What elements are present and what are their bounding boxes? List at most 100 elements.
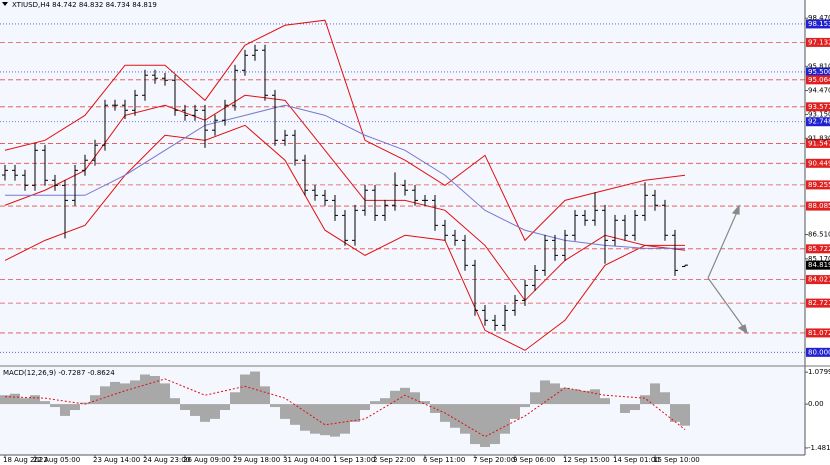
y-tick-label: 93.150 [808, 110, 830, 118]
level-label-box [806, 244, 830, 254]
histogram-bar [450, 404, 460, 428]
histogram-bar [510, 404, 520, 419]
level-label-box [806, 201, 830, 211]
histogram-bar [130, 380, 140, 405]
y-tick-label: 94.470 [808, 87, 830, 95]
level-label: 97.132 [808, 38, 830, 46]
level-label: 98.153 [808, 20, 830, 28]
histogram-bar [400, 387, 410, 405]
x-tick-label: 14 Sep 01:00 [613, 456, 660, 464]
level-label-box [806, 75, 830, 85]
histogram-bar [40, 401, 50, 405]
histogram-bar [10, 393, 20, 405]
x-tick-label: 1 Sep 13:00 [333, 456, 375, 464]
histogram-bar [630, 404, 640, 411]
histogram-bar [170, 398, 180, 405]
histogram-bar [80, 402, 90, 405]
histogram-bar [330, 404, 340, 437]
x-tick-label: 18 Aug 2022 [3, 456, 48, 464]
arrow-up [707, 211, 738, 279]
histogram-bar [280, 404, 290, 419]
chart-title: XTIUSD,H4 84.742 84.832 84.734 84.819 [12, 1, 157, 9]
arrow-head [737, 324, 748, 335]
histogram-bar [20, 398, 30, 405]
histogram-bar [30, 395, 40, 405]
histogram-bar [460, 404, 470, 434]
x-tick-label: 24 Aug 23:00 [143, 456, 190, 464]
histogram-bar [650, 383, 660, 405]
histogram-bar [640, 395, 650, 405]
histogram-bar [370, 401, 380, 405]
histogram-bar [150, 375, 160, 405]
indicator-label: MACD(12,26,9) -0.7287 -0.8624 [3, 369, 115, 377]
histogram-bar [600, 398, 610, 405]
histogram-bar [260, 386, 270, 405]
histogram-bar [480, 404, 490, 448]
indicator-line [5, 104, 685, 249]
y-tick-label: 0.00 [808, 400, 824, 408]
histogram-bar [140, 374, 150, 405]
level-label: 92.748 [808, 118, 830, 126]
current-price-label: 84.819 [808, 261, 830, 269]
arrow-head [731, 204, 740, 215]
histogram-bar [540, 380, 550, 405]
histogram-bar [240, 374, 250, 405]
level-label-box [806, 19, 830, 29]
level-label: 84.021 [808, 276, 830, 284]
x-tick-label: 9 Sep 06:00 [513, 456, 555, 464]
level-label-box [806, 117, 830, 127]
level-label-box [806, 328, 830, 338]
histogram-bar [620, 404, 630, 413]
histogram-bar [100, 386, 110, 405]
level-label-box [806, 158, 830, 168]
histogram-bar [530, 392, 540, 405]
y-tick-label: 95.810 [808, 62, 830, 70]
level-label-box [806, 67, 830, 77]
histogram-bar [50, 404, 60, 408]
x-tick-label: 31 Aug 04:00 [283, 456, 330, 464]
histogram-bar [430, 404, 440, 413]
histogram-bar [350, 404, 360, 422]
histogram-bar [300, 404, 310, 431]
level-label-box [806, 102, 830, 112]
x-tick-label: 2 Sep 22:00 [373, 456, 415, 464]
level-label: 91.547 [808, 139, 830, 147]
arrow-down [707, 277, 745, 329]
level-label: 95.500 [808, 68, 830, 76]
x-tick-label: 22 Aug 05:00 [33, 456, 80, 464]
histogram-bar [210, 404, 220, 419]
x-tick-label: 7 Sep 20:00 [473, 456, 515, 464]
histogram-bar [90, 395, 100, 405]
indicator-line [4, 19, 686, 242]
y-tick-label: 86.510 [808, 231, 830, 239]
histogram-bar [310, 404, 320, 434]
histogram-bar [680, 404, 690, 426]
histogram-bar [270, 404, 280, 408]
histogram-bar [340, 404, 350, 434]
level-label-box [806, 275, 830, 285]
signal-line [4, 378, 686, 438]
x-tick-label: 6 Sep 11:00 [423, 456, 465, 464]
level-label-box [806, 347, 830, 357]
histogram-bar [60, 404, 70, 416]
level-label-box [806, 298, 830, 308]
histogram-bar [500, 404, 510, 434]
histogram-bar [160, 383, 170, 405]
level-label: 85.722 [808, 245, 830, 253]
histogram-bar [230, 392, 240, 405]
histogram-bar [420, 401, 430, 405]
histogram-bar [410, 392, 420, 405]
histogram-bar [250, 371, 260, 405]
histogram-bar [360, 404, 370, 411]
x-tick-label: 12 Sep 15:00 [563, 456, 610, 464]
histogram-bar [560, 387, 570, 405]
projection-arrows [707, 204, 748, 335]
histogram-bar [190, 404, 200, 416]
histogram-bar [490, 404, 500, 445]
histogram-bar [470, 404, 480, 445]
plot [0, 19, 805, 448]
level-label: 82.721 [808, 299, 830, 307]
y-tick-label: 85.170 [808, 255, 830, 263]
